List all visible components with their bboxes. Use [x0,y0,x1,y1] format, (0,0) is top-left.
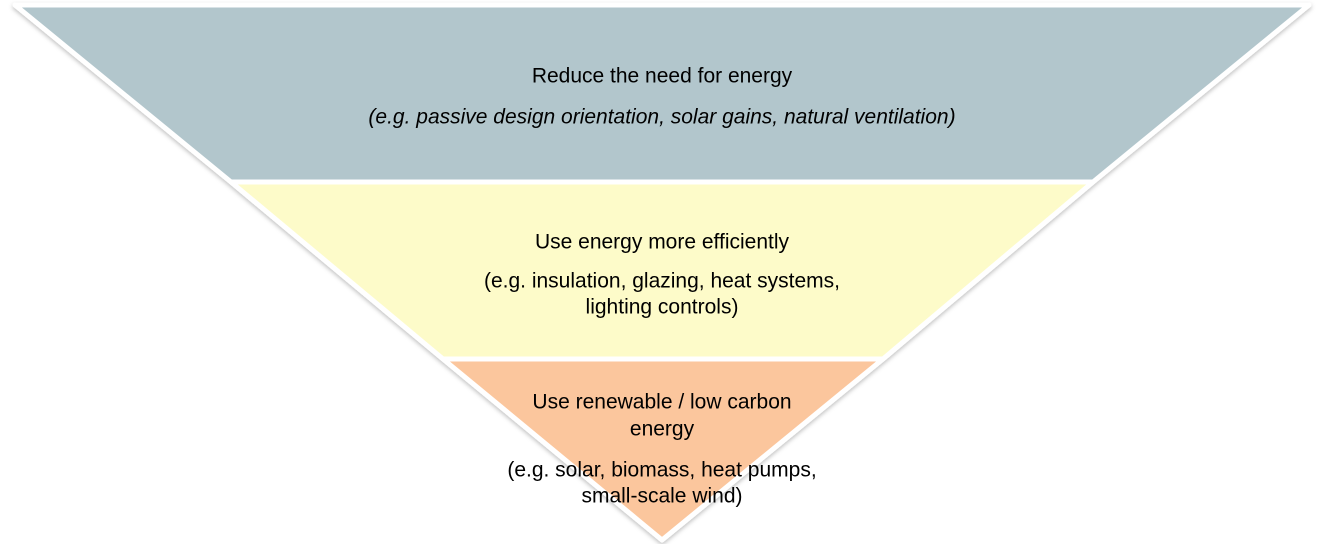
tier-title: energy [630,418,695,441]
tier-description: (e.g. insulation, glazing, heat systems, [484,270,840,293]
tier-title: Use energy more efficiently [535,231,790,254]
pyramid [12,2,1312,543]
tier-description: (e.g. passive design orientation, solar … [368,106,955,129]
tier-description: lighting controls) [586,296,739,319]
tier-title: Reduce the need for energy [532,65,793,88]
tier-renewable [440,356,886,543]
tier-description: (e.g. solar, biomass, heat pumps, [507,459,816,482]
tier-description: small-scale wind) [581,485,742,508]
tier-reduce [12,2,1312,185]
tier-title: Use renewable / low carbon [532,391,791,414]
